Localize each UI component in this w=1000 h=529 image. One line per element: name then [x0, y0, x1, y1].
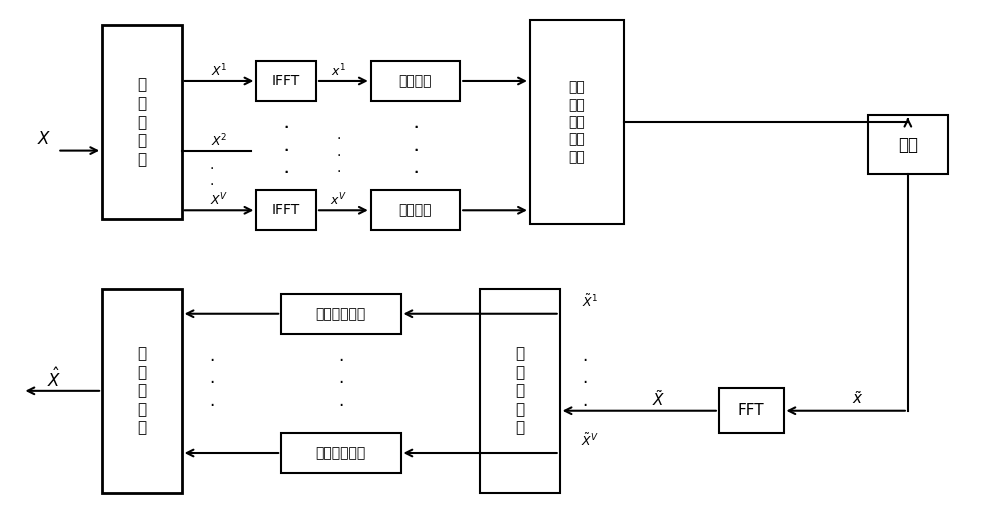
- Text: $\tilde{X}^V$: $\tilde{X}^V$: [581, 433, 598, 449]
- Bar: [256, 61, 316, 101]
- Text: $X^2$: $X^2$: [211, 132, 228, 149]
- Bar: [102, 25, 182, 219]
- Bar: [281, 294, 401, 334]
- Bar: [256, 190, 316, 230]
- Text: $\tilde{X}$: $\tilde{X}$: [652, 389, 666, 409]
- Text: 信道: 信道: [898, 135, 918, 153]
- Text: $\tilde{X}^1$: $\tilde{X}^1$: [582, 294, 598, 310]
- Text: 子序
列叠
加并
选择
最优: 子序 列叠 加并 选择 最优: [569, 80, 585, 164]
- Text: ·
·
·: · · ·: [337, 132, 341, 179]
- Text: 相位旋转判别: 相位旋转判别: [316, 446, 366, 460]
- Text: FFT: FFT: [738, 403, 764, 418]
- Text: ·
·
·: · · ·: [284, 120, 289, 182]
- Text: $\tilde{x}$: $\tilde{x}$: [852, 390, 864, 407]
- Bar: [102, 289, 182, 493]
- Bar: [480, 289, 560, 493]
- Bar: [530, 20, 624, 224]
- Bar: [371, 61, 460, 101]
- Text: ·
·
·: · · ·: [284, 120, 289, 182]
- Bar: [868, 115, 948, 175]
- Text: ·
·
·: · · ·: [582, 352, 587, 415]
- Text: ·
·
·: · · ·: [209, 352, 214, 415]
- Bar: [719, 388, 784, 433]
- Text: ·
·
·: · · ·: [413, 120, 418, 182]
- Bar: [281, 433, 401, 473]
- Bar: [371, 190, 460, 230]
- Text: 相位旋转判别: 相位旋转判别: [316, 307, 366, 321]
- Text: $x^V$: $x^V$: [330, 192, 347, 208]
- Text: 子
序
列
叠
加: 子 序 列 叠 加: [137, 346, 146, 435]
- Text: $\hat{X}$: $\hat{X}$: [47, 367, 62, 391]
- Text: 等
间
隔
分
隔: 等 间 隔 分 隔: [515, 346, 524, 435]
- Text: IFFT: IFFT: [272, 203, 300, 217]
- Text: ·
·
·: · · ·: [338, 352, 343, 415]
- Text: 循环移位: 循环移位: [399, 74, 432, 88]
- Text: $X$: $X$: [37, 130, 52, 148]
- Text: 等
间
隔
分
隔: 等 间 隔 分 隔: [137, 78, 146, 167]
- Text: ·
·
·: · · ·: [209, 145, 214, 191]
- Text: $X^1$: $X^1$: [211, 63, 228, 79]
- Text: 循环移位: 循环移位: [399, 203, 432, 217]
- Text: $X^V$: $X^V$: [210, 192, 229, 208]
- Text: $x^1$: $x^1$: [331, 63, 346, 79]
- Text: IFFT: IFFT: [272, 74, 300, 88]
- Text: ·
·
·: · · ·: [413, 120, 418, 182]
